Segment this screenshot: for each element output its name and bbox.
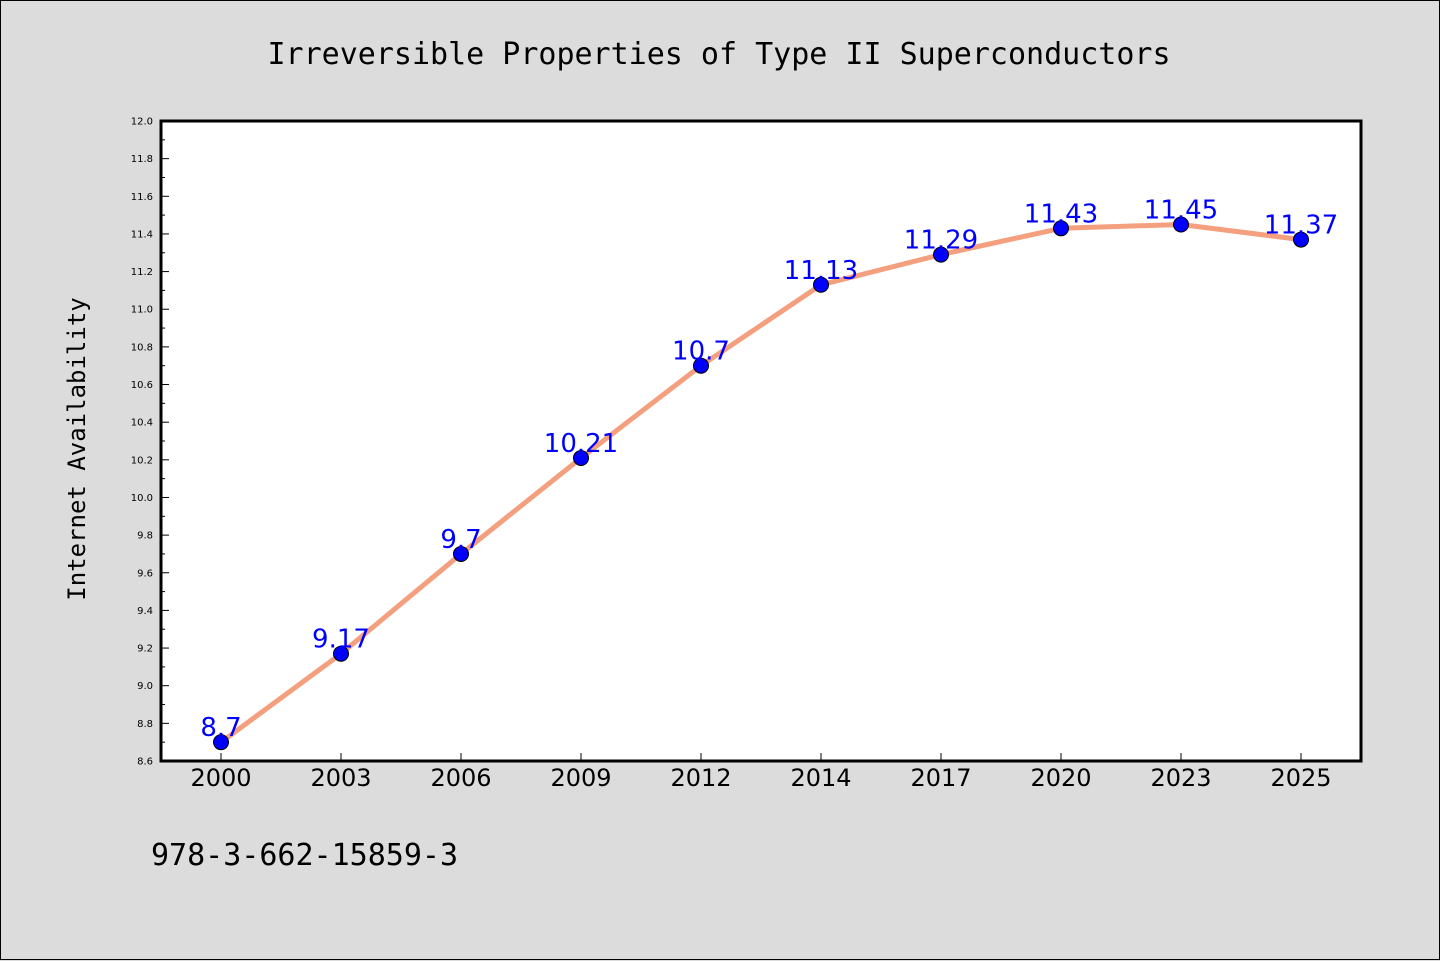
isbn-text: 978-3-662-15859-3 <box>151 838 458 873</box>
data-point-marker <box>1293 231 1309 248</box>
y-tick-label: 11.2 <box>131 267 153 278</box>
data-label: 11.29 <box>904 226 978 256</box>
data-point-marker <box>573 449 589 466</box>
y-axis-label: Internet Availability <box>63 297 91 600</box>
data-point-marker <box>333 645 349 662</box>
series-line <box>218 222 1304 745</box>
x-tick-label: 2017 <box>910 764 971 792</box>
y-tick-label: 9.6 <box>137 568 153 579</box>
x-tick-label: 2000 <box>190 764 251 792</box>
y-tick-label: 11.6 <box>131 192 153 203</box>
data-labels: 8.7 9.17 9.7 10.21 10.7 11.13 11.29 11.43 11.45 1… <box>200 196 1338 744</box>
data-point-marker <box>813 276 829 293</box>
x-tick-label: 2003 <box>310 764 371 792</box>
data-point-marker <box>1173 216 1189 233</box>
data-label: 11.37 <box>1264 211 1338 241</box>
data-point-marker <box>1053 220 1069 237</box>
y-tick-label: 10.6 <box>131 380 153 391</box>
data-label: 11.45 <box>1144 196 1218 226</box>
data-label: 8.7 <box>200 713 241 743</box>
y-tick-label: 8.8 <box>137 719 153 730</box>
y-tick-label: 10.2 <box>131 455 153 466</box>
x-tick-label: 2023 <box>1150 764 1211 792</box>
y-tick-label: 8.6 <box>137 757 153 768</box>
x-tick-label: 2020 <box>1030 764 1091 792</box>
chart-title: Irreversible Properties of Type II Super… <box>267 37 1170 72</box>
y-tick-label: 11.0 <box>131 305 153 316</box>
y-tick-label: 11.8 <box>131 154 153 165</box>
series-layer <box>213 216 1309 751</box>
data-point-marker <box>693 357 709 374</box>
data-label: 10.7 <box>672 337 730 367</box>
y-axis-ticks: 8.6 8.8 9.0 9.2 9.4 9.6 9.8 10.0 10.2 10.4 10.6 10.… <box>131 117 169 768</box>
y-tick-label: 9.8 <box>137 531 153 542</box>
x-axis-ticks: 2000 2003 2006 2009 2012 2014 2017 2020 2023 2025 <box>190 753 1332 792</box>
data-label: 11.43 <box>1024 199 1098 229</box>
data-point-marker <box>933 246 949 263</box>
x-tick-label: 2009 <box>550 764 611 792</box>
y-tick-label: 12.0 <box>131 117 153 128</box>
y-tick-label: 9.4 <box>137 606 153 617</box>
y-tick-label: 11.4 <box>131 229 153 240</box>
y-tick-label: 9.0 <box>137 681 153 692</box>
y-tick-label: 10.4 <box>131 418 153 429</box>
y-tick-label: 9.2 <box>137 644 153 655</box>
data-point-marker <box>453 545 469 562</box>
x-tick-label: 2025 <box>1270 764 1331 792</box>
x-tick-label: 2006 <box>430 764 491 792</box>
data-label: 10.21 <box>544 429 618 459</box>
data-label: 9.17 <box>312 625 370 655</box>
data-label: 9.7 <box>440 525 481 555</box>
x-tick-label: 2014 <box>790 764 851 792</box>
y-tick-label: 10.0 <box>131 493 153 504</box>
y-tick-label: 10.8 <box>131 342 153 353</box>
plot-area <box>159 119 1363 763</box>
data-point-marker <box>213 734 229 751</box>
x-tick-label: 2012 <box>670 764 731 792</box>
data-label: 11.13 <box>784 256 858 286</box>
